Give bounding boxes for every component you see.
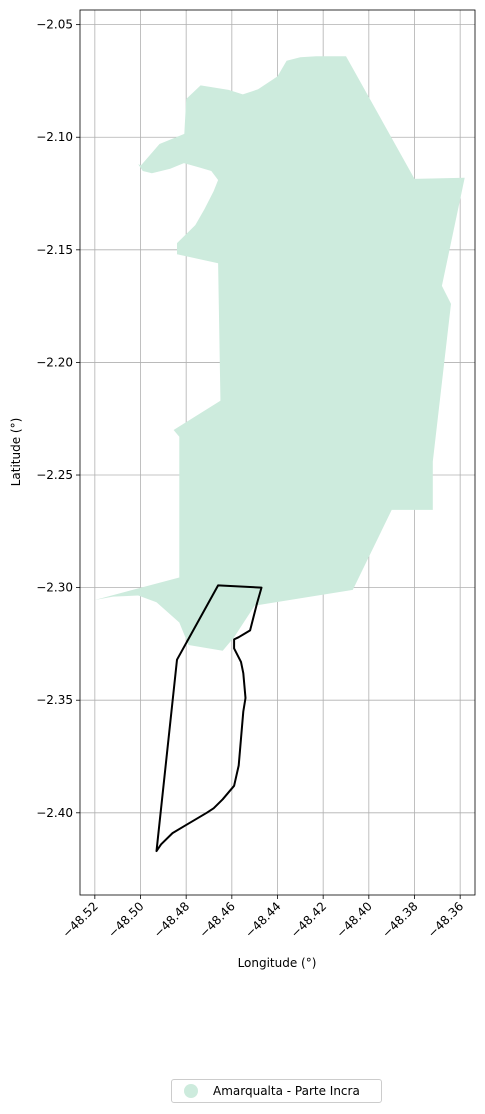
- x-tick-label: −48.46: [197, 899, 238, 940]
- x-axis-title: Longitude (°): [238, 956, 317, 970]
- legend: Amarqualta - Parte Incra: [171, 1079, 382, 1103]
- x-tick-label: −48.50: [105, 899, 146, 940]
- x-tick-label: −48.42: [288, 899, 329, 940]
- x-tick-label: −48.48: [151, 899, 192, 940]
- incra-outline: [155, 584, 263, 853]
- y-tick-label: −2.15: [36, 243, 73, 257]
- y-tick-label: −2.20: [36, 355, 73, 369]
- x-tick-label: −48.38: [379, 899, 420, 940]
- y-tick-label: −2.35: [36, 693, 73, 707]
- y-tick-label: −2.25: [36, 468, 73, 482]
- y-tick-label: −2.40: [36, 806, 73, 820]
- y-tick-label: −2.05: [36, 18, 73, 32]
- y-tick-label: −2.10: [36, 130, 73, 144]
- map-areas: [94, 56, 465, 853]
- x-tick-label: −48.44: [242, 899, 283, 940]
- x-tick-label: −48.36: [425, 899, 466, 940]
- map-chart: −48.52 −48.50 −48.48 −48.46 −48.44 −48.42 −48.…: [9, 9, 476, 970]
- y-tick-label: −2.30: [36, 581, 73, 595]
- legend-label: Amarqualta - Parte Incra: [213, 1084, 360, 1098]
- x-tick-label: −48.40: [334, 899, 375, 940]
- legend-swatch: [184, 1084, 198, 1098]
- y-axis-title: Latitude (°): [9, 418, 23, 487]
- amarqualta-area: [94, 56, 465, 651]
- x-tick-label: −48.52: [60, 899, 101, 940]
